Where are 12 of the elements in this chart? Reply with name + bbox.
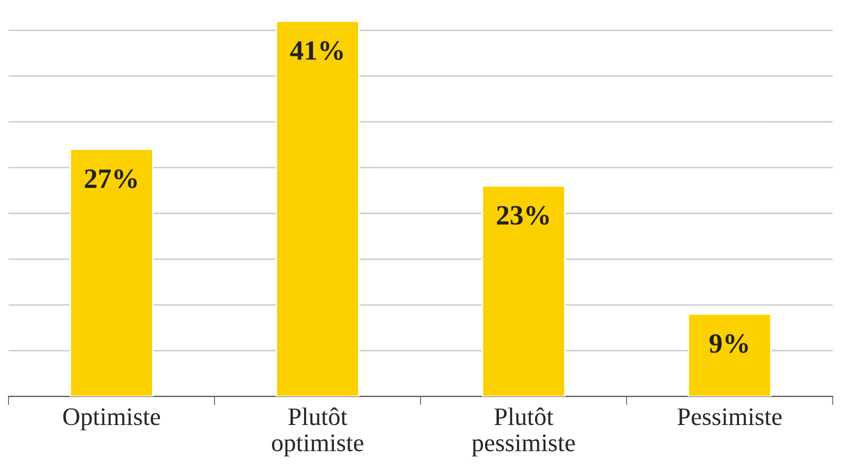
x-tick-label: Optimiste: [63, 408, 160, 430]
data-label: 23%: [497, 206, 549, 225]
bar: [70, 148, 154, 396]
bar: [482, 185, 566, 396]
bar: [688, 313, 772, 396]
bar: [276, 20, 360, 396]
x-tick-label: Plutôt optimiste: [272, 408, 364, 456]
data-label: 41%: [290, 41, 343, 60]
x-tick-label: Plutôt pessimiste: [472, 408, 575, 456]
x-tick-label: Pessimiste: [678, 408, 782, 426]
data-label: 27%: [84, 169, 137, 188]
data-label: 9%: [710, 334, 748, 353]
